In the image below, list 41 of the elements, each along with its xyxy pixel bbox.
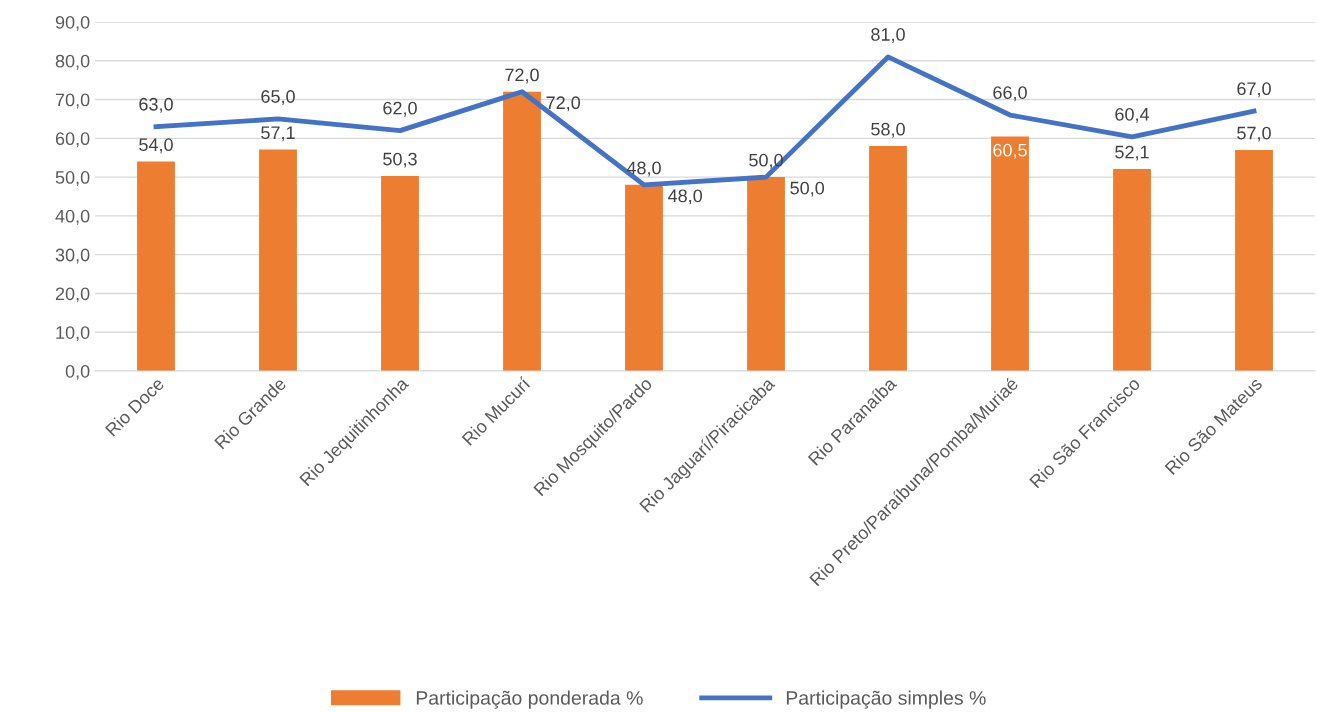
bar xyxy=(381,175,419,371)
bar xyxy=(137,161,175,371)
data-label: 81,0 xyxy=(871,28,905,43)
y-tick-label: 40,0 xyxy=(55,209,90,225)
y-tick-label: 50,0 xyxy=(55,171,90,186)
bar xyxy=(259,149,297,371)
bar xyxy=(747,177,785,371)
data-label: 72,0 xyxy=(546,96,581,112)
data-label: 72,0 xyxy=(505,68,539,84)
bar xyxy=(503,91,541,371)
y-tick-label: 0,0 xyxy=(65,364,90,380)
data-label: 50,3 xyxy=(383,152,417,168)
y-tick-label: 70,0 xyxy=(55,93,90,109)
data-label: 60,5 xyxy=(993,143,1027,159)
y-tick-label: 90,0 xyxy=(55,15,90,31)
bar xyxy=(869,146,907,371)
data-label: 65,0 xyxy=(261,90,295,106)
data-label: 62,0 xyxy=(383,101,417,117)
bar xyxy=(1235,149,1273,371)
data-label: 50,0 xyxy=(790,181,825,197)
data-label: 60,4 xyxy=(1115,107,1150,123)
y-tick-label: 10,0 xyxy=(56,326,90,342)
data-label: 52,1 xyxy=(1115,145,1149,161)
y-tick-label: 80,0 xyxy=(55,54,90,70)
bar xyxy=(625,184,663,371)
data-label: 48,0 xyxy=(668,189,703,205)
data-label: 57,1 xyxy=(261,126,295,142)
data-label: 67,0 xyxy=(1237,82,1271,98)
data-label: 48,0 xyxy=(626,161,661,177)
bar xyxy=(1113,168,1151,371)
y-tick-label: 60,0 xyxy=(55,132,90,148)
bar xyxy=(991,136,1029,371)
data-label: 58,0 xyxy=(871,122,905,138)
legend-label: Participação simples % xyxy=(786,690,986,709)
data-label: 54,0 xyxy=(139,138,173,154)
data-label: 57,0 xyxy=(1237,126,1271,142)
data-label: 63,0 xyxy=(139,97,173,113)
y-tick-label: 20,0 xyxy=(55,287,90,303)
legend-label: Participação ponderada % xyxy=(416,690,643,709)
data-label: 66,0 xyxy=(993,86,1027,102)
y-tick-label: 30,0 xyxy=(55,248,90,264)
